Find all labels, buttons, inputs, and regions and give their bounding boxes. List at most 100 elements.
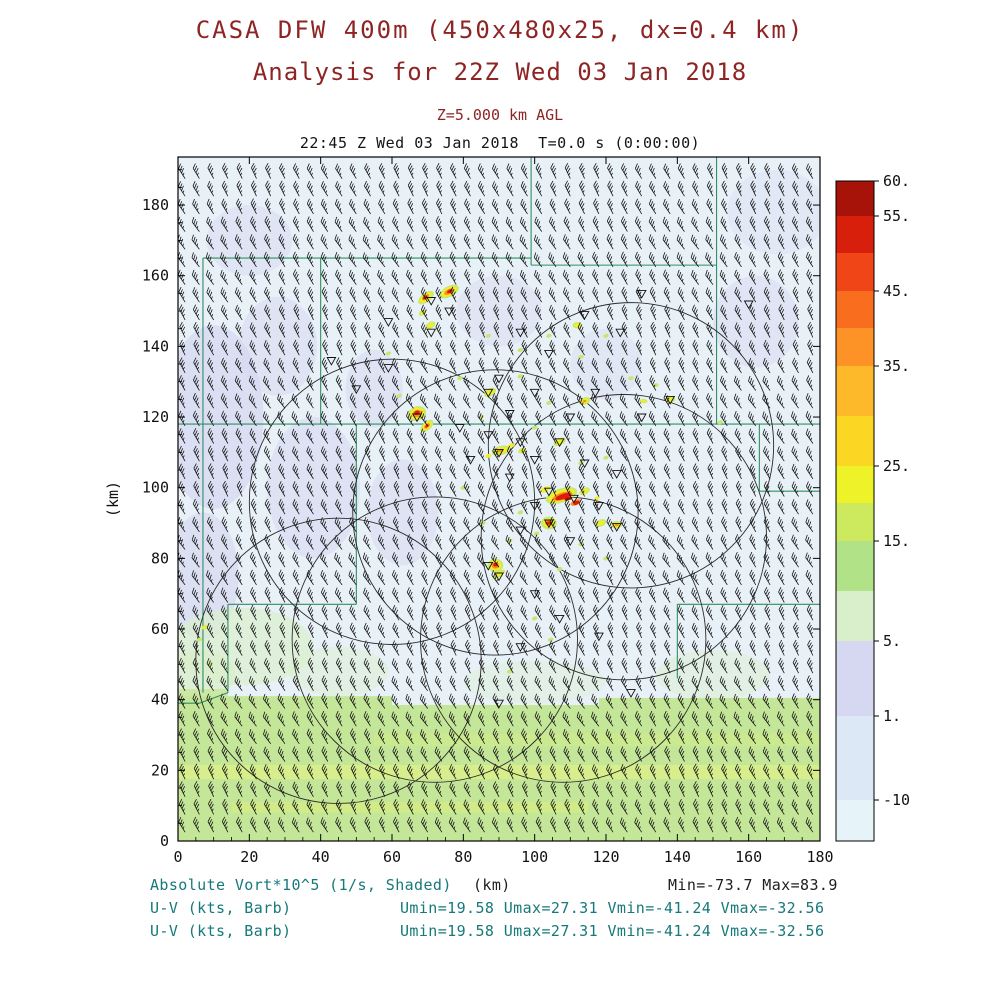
radar-range-ring: [248, 358, 536, 645]
vorticity-blob: [556, 566, 563, 572]
x-tick-label: 180: [806, 848, 833, 866]
shaded-field-legend-label: Absolute Vort*10^5 (1/s, Shaded): [150, 876, 452, 894]
vorticity-blob: [546, 521, 552, 525]
vorticity-green-patch: [463, 660, 606, 704]
field-minmax-label: Min=-73.7 Max=83.9: [668, 876, 838, 894]
y-tick-label: 0: [160, 832, 169, 850]
vorticity-blob: [460, 485, 467, 490]
colorbar-label: 15.: [883, 532, 910, 550]
colorbar-segment: [836, 181, 874, 216]
band-streak: [178, 696, 392, 705]
colorbar-label: 35.: [883, 357, 910, 375]
vorticity-blob: [547, 637, 554, 642]
colorbar-frame: [835, 180, 875, 842]
vorticity-blob: [517, 374, 524, 379]
vorticity-low-patch: [206, 205, 293, 276]
vorticity-low-patch: [713, 275, 799, 368]
vorticity-blob: [396, 393, 402, 398]
vorticity-low-patch: [345, 349, 403, 428]
colorbar-segment: [836, 366, 874, 416]
vorticity-blob: [555, 492, 572, 501]
colorbar-label: 45.: [883, 282, 910, 300]
vorticity-blob: [485, 333, 492, 338]
vorticity-blob: [533, 531, 540, 536]
x-tick-label: 120: [592, 848, 619, 866]
y-tick-label: 40: [151, 691, 169, 709]
vorticity-green-patch: [655, 650, 771, 700]
vorticity-blob: [506, 669, 513, 674]
colorbar-label: 55.: [883, 207, 910, 225]
wind-legend-label-1: U-V (kts, Barb): [150, 899, 292, 917]
y-tick-label: 20: [151, 761, 169, 779]
x-axis-unit-label: (km): [473, 876, 511, 894]
colorbar-segment: [836, 716, 874, 800]
vorticity-blob: [425, 424, 429, 428]
vorticity-blob: [578, 354, 584, 360]
vorticity-green-patch: [178, 650, 236, 700]
colorbar-segment: [836, 541, 874, 591]
band-streak: [178, 765, 820, 780]
height-level-label: Z=5.000 km AGL: [436, 106, 564, 124]
vorticity-blob: [385, 351, 392, 356]
vorticity-blob: [603, 333, 609, 338]
x-tick-label: 20: [240, 848, 258, 866]
vorticity-blob: [517, 347, 524, 352]
colorbar-label: 5.: [883, 632, 901, 650]
y-tick-label: 60: [151, 620, 169, 638]
vorticity-blob: [597, 520, 605, 526]
vorticity-low-patch: [456, 275, 542, 347]
vorticity-low-patch: [727, 169, 820, 255]
y-tick-label: 140: [142, 337, 169, 355]
y-tick-label: 120: [142, 408, 169, 426]
y-tick-label: 160: [142, 267, 169, 285]
x-tick-label: 100: [521, 848, 548, 866]
vorticity-blob: [531, 616, 538, 621]
colorbar-segment: [836, 216, 874, 253]
vorticity-blob: [717, 420, 723, 425]
vorticity-green-patch: [288, 646, 389, 697]
vorticity-low-patch: [238, 296, 318, 396]
wind-minmax-label-2: Umin=19.58 Umax=27.31 Vmin=-41.24 Vmax=-…: [400, 922, 825, 940]
y-tick-label: 180: [142, 196, 169, 214]
x-tick-label: 80: [454, 848, 472, 866]
vorticity-blob: [485, 453, 492, 458]
colorbar-segment: [836, 466, 874, 503]
vorticity-blob: [517, 510, 524, 515]
plot-subtitle: Analysis for 22Z Wed 03 Jan 2018: [252, 58, 748, 86]
colorbar-label: -10: [883, 791, 910, 809]
colorbar-segment: [836, 416, 874, 466]
vorticity-blob: [457, 376, 463, 381]
y-tick-label: 100: [142, 479, 169, 497]
vorticity-blob: [603, 455, 609, 460]
colorbar-segment: [836, 328, 874, 366]
colorbar-label: 1.: [883, 707, 901, 725]
valid-time-label: 22:45 Z Wed 03 Jan 2018 T=0.0 s (0:00:00…: [299, 134, 701, 152]
vorticity-low-patch: [367, 459, 439, 566]
county-boundary-layer: [178, 157, 820, 704]
radar-range-ring: [291, 496, 578, 783]
colorbar-segment: [836, 291, 874, 328]
colorbar-segment: [836, 800, 874, 841]
plot-title: CASA DFW 400m (450x480x25, dx=0.4 km): [195, 16, 805, 44]
vorticity-blob: [196, 637, 203, 642]
vorticity-blob: [531, 425, 538, 430]
wind-minmax-label-1: Umin=19.58 Umax=27.31 Vmin=-41.24 Vmax=-…: [400, 899, 825, 917]
x-tick-label: 160: [735, 848, 762, 866]
vorticity-low-patch: [570, 328, 642, 400]
vorticity-low-patch: [178, 325, 264, 509]
county-boundary-line: [199, 692, 229, 704]
colorbar-segment: [836, 641, 874, 716]
vorticity-blob: [427, 322, 434, 328]
y-tick-label: 80: [151, 549, 169, 567]
y-axis-unit-label: (km): [104, 481, 122, 517]
x-tick-label: 0: [173, 848, 182, 866]
vorticity-blob: [641, 399, 646, 403]
colorbar-segment: [836, 253, 874, 291]
vorticity-blob: [628, 376, 634, 381]
x-tick-label: 40: [312, 848, 330, 866]
colorbar-label: 60.: [883, 172, 910, 190]
vorticity-blob: [201, 625, 208, 630]
x-tick-label: 60: [383, 848, 401, 866]
